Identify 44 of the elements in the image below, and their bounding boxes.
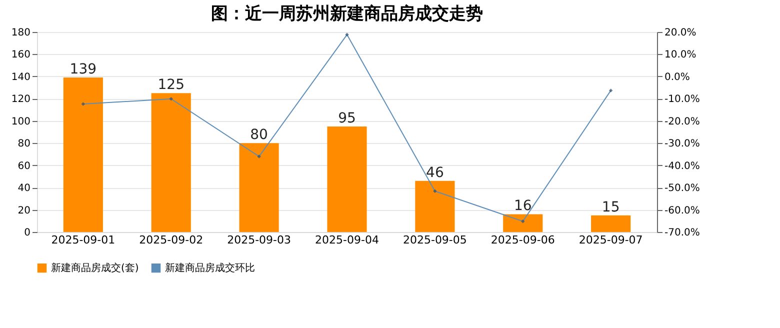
x-tick-label: 2025-09-07 [578,234,643,246]
x-tick-label: 2025-09-01 [51,234,116,246]
y-tick-label: 20 [18,205,30,216]
y2-tick-label: 0.0% [664,72,690,83]
data-label: 15 [602,199,620,216]
y-tick-label: 140 [11,72,30,83]
y2-tick-label: 10.0% [664,50,696,61]
y2-tick-label: -50.0% [664,183,700,194]
bar [415,180,455,232]
y-tick-label: 120 [11,94,30,106]
bar [151,93,191,232]
data-label: 80 [250,127,268,144]
y2-tick-label: -70.0% [664,228,700,238]
legend-label: 新建商品房成交环比 [165,262,255,274]
data-label: 16 [514,198,532,214]
x-tick-label: 2025-09-04 [315,234,379,246]
y-tick-label: 40 [18,183,30,194]
bar [239,143,279,232]
y2-tick-label: -30.0% [664,138,700,150]
bar [63,78,103,232]
x-tick-label: 2025-09-02 [139,234,204,246]
data-label: 95 [338,110,356,126]
y-tick-label: 160 [11,50,30,61]
bar [503,214,543,232]
y-tick-label: 180 [11,28,30,38]
x-tick-label: 2025-09-06 [490,234,555,246]
data-label: 139 [70,62,97,78]
y-tick-label: 100 [11,116,30,128]
bar [591,215,631,232]
y2-tick-label: -60.0% [664,205,700,216]
y-tick-label: 80 [18,138,30,150]
data-label: 125 [158,77,184,94]
y2-tick-label: -10.0% [664,94,700,106]
x-tick-label: 2025-09-03 [227,234,292,246]
y2-tick-label: -40.0% [664,160,700,172]
data-label: 46 [426,164,444,181]
y-tick-label: 0 [24,228,30,238]
y2-tick-label: 20.0% [664,28,696,38]
y-tick-label: 60 [18,160,30,172]
legend-label: 新建商品房成交(套) [51,262,139,274]
bar [327,126,367,232]
chart-title: 图：近一周苏州新建商品房成交走势 [211,4,483,24]
x-tick-label: 2025-09-05 [402,234,467,246]
y2-tick-label: -20.0% [664,116,700,128]
